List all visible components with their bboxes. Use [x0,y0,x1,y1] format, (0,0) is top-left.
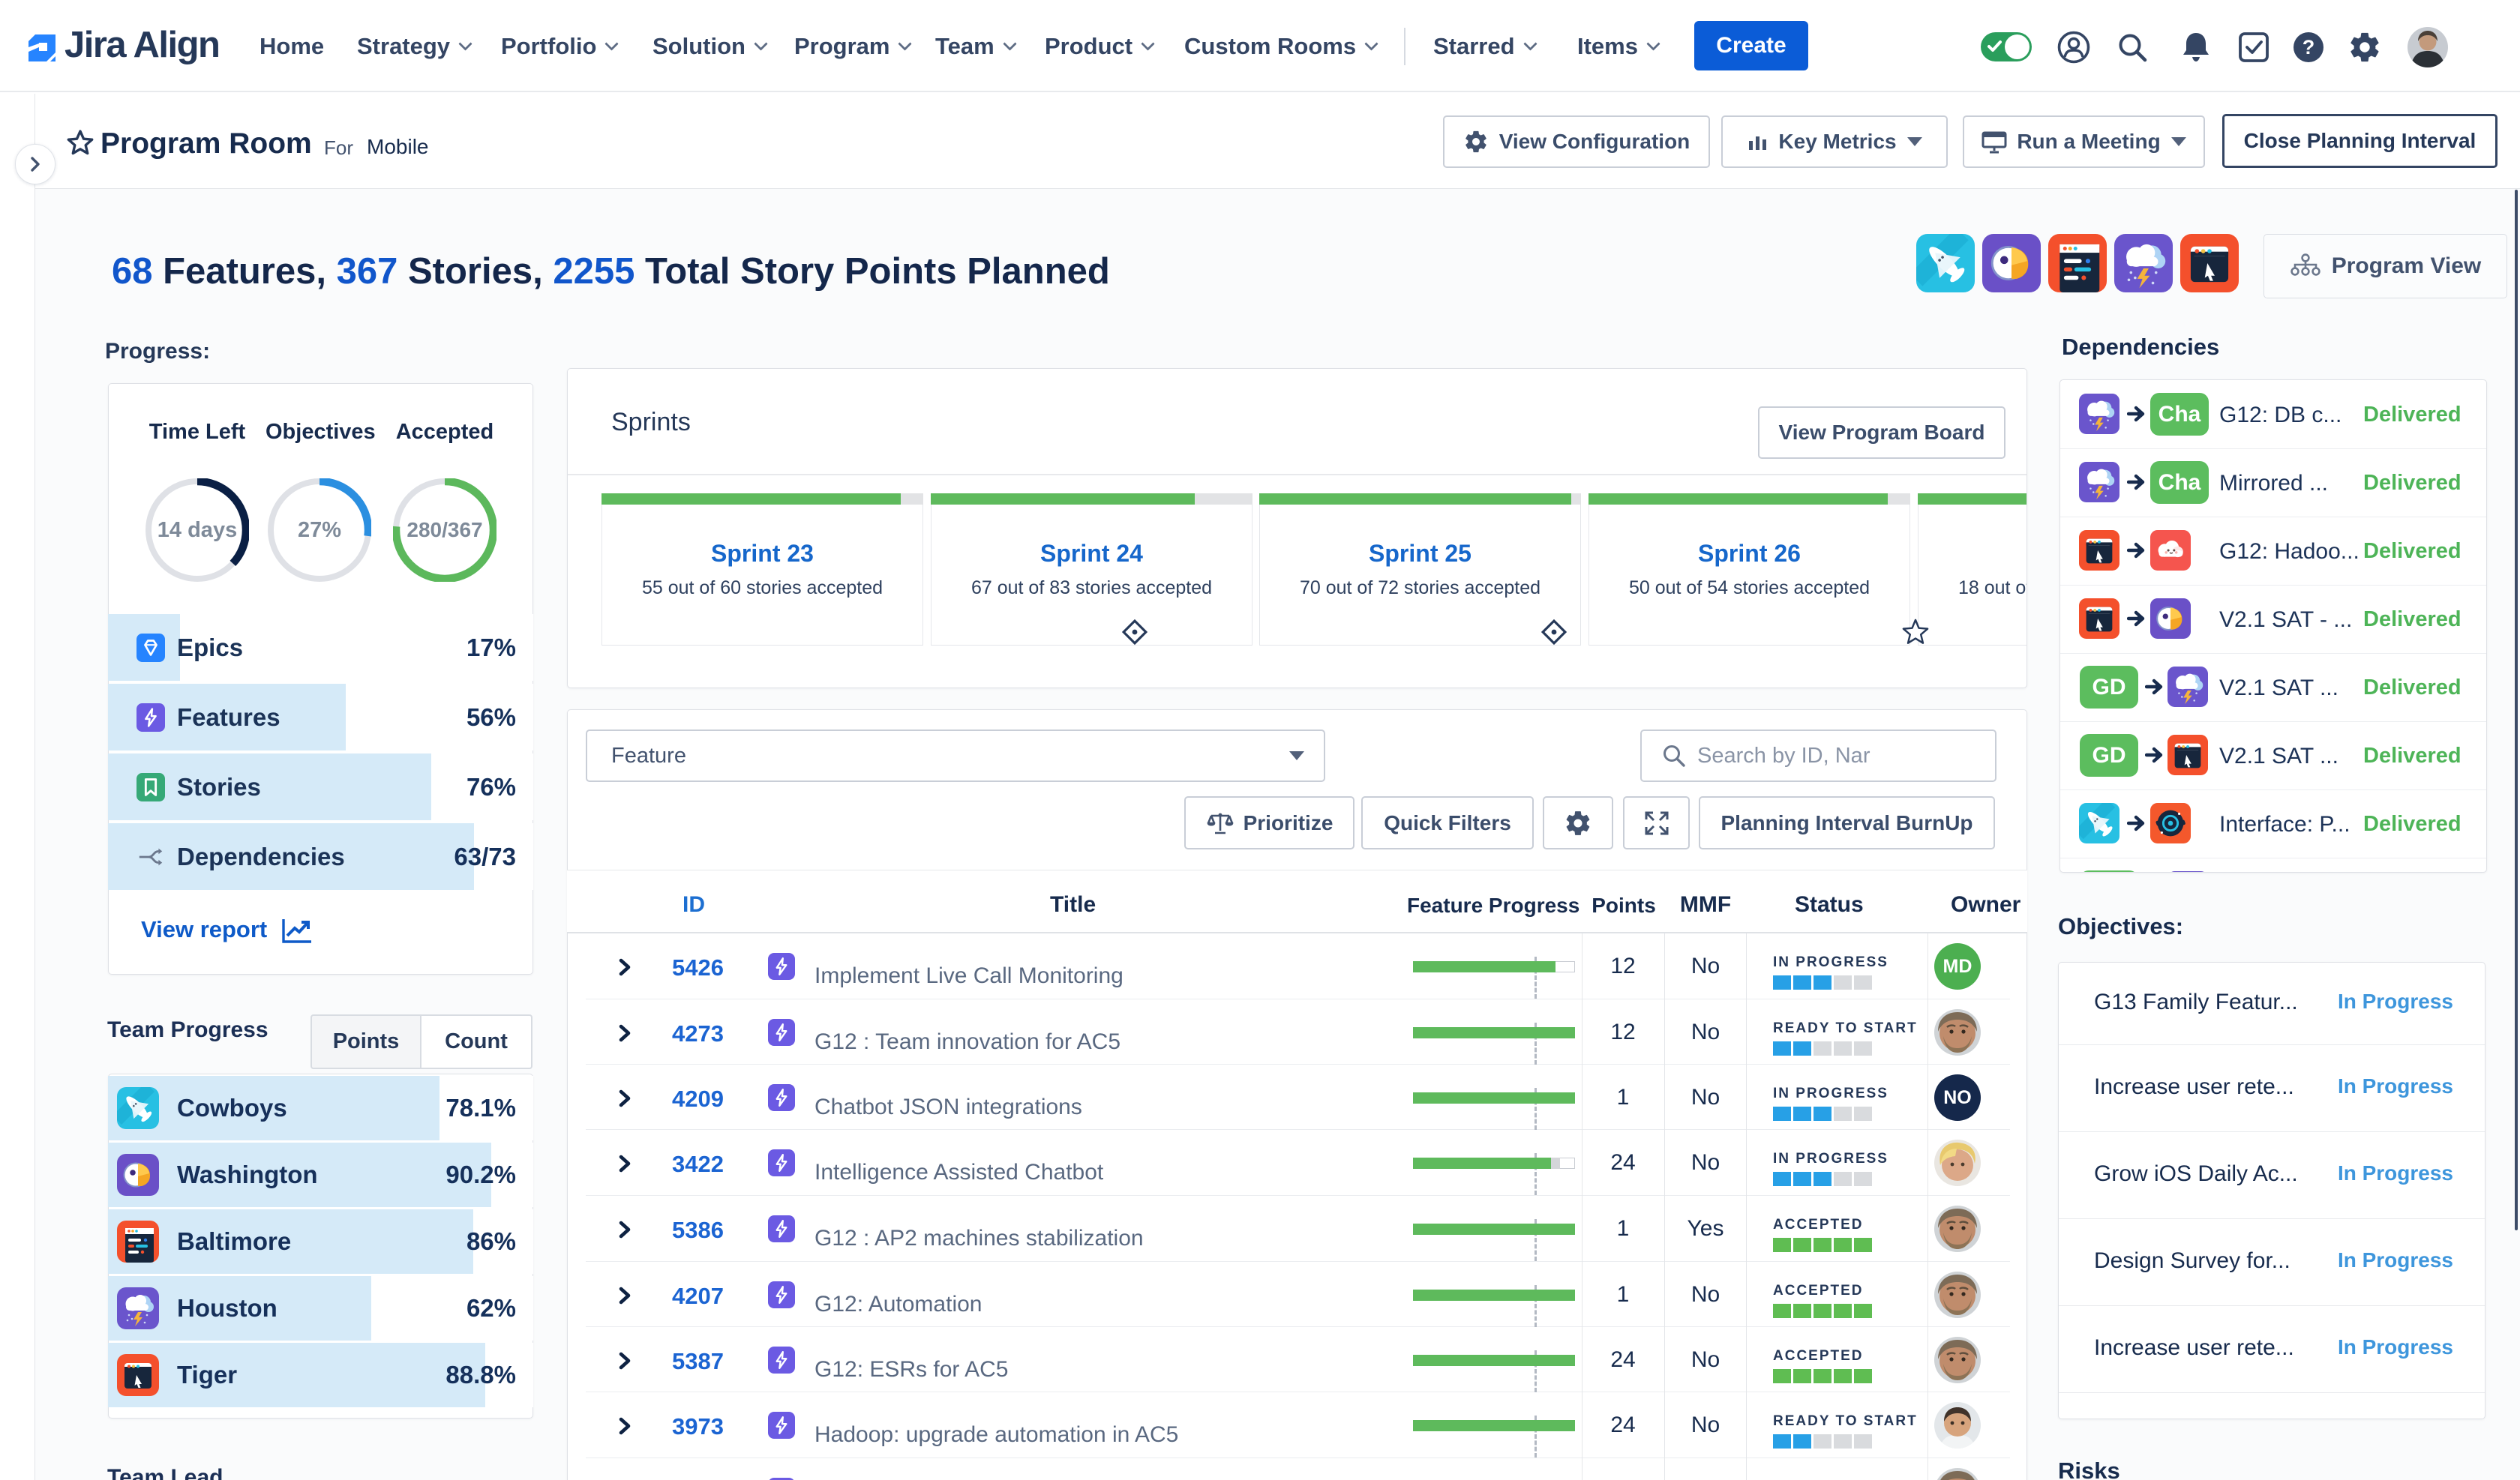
svg-text:?: ? [2302,36,2315,58]
